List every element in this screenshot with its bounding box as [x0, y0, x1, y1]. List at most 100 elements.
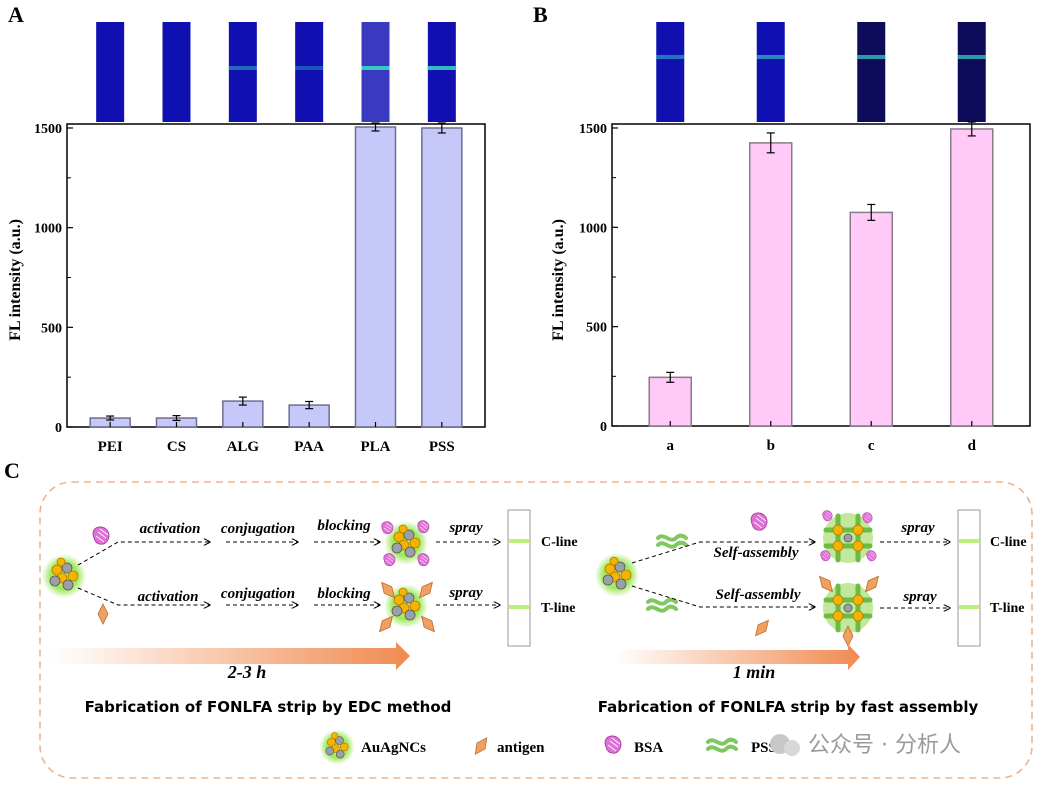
panel-label-a: A: [8, 2, 24, 27]
pss-icon-right-top: [656, 533, 688, 549]
nc-antigen-conjugate: [375, 578, 439, 636]
arrow-right-top-1: [631, 542, 815, 564]
arrow-top-1: [77, 542, 210, 566]
strip-image-pla: [361, 22, 390, 122]
x-tick-label-d: d: [968, 438, 977, 454]
spray-label-right-bottom: spray: [902, 589, 937, 605]
step-bottom-blocking: blocking: [317, 586, 371, 602]
arrow-right-bottom-1: [631, 585, 815, 607]
strip-image-paa: [295, 22, 324, 122]
bars-a: [89, 122, 463, 428]
strip-band: [427, 66, 456, 70]
panel-label-c: C: [4, 458, 20, 483]
caption-left: Fabrication of FONLFA strip by EDC metho…: [85, 698, 452, 716]
y-tick-label: 0: [600, 420, 607, 435]
t-line-mark-right: [959, 605, 979, 609]
strip-band: [957, 55, 986, 59]
x-axis-a: PEI CS ALG PAA PLA PSS: [98, 422, 455, 455]
y-tick-label: 500: [586, 321, 607, 336]
watermark-text: 公众号 · 分析人: [808, 733, 961, 758]
c-line-mark-left: [509, 539, 529, 543]
antigen-icon-right: [751, 616, 773, 640]
bars-b: [648, 121, 994, 427]
x-tick-label-b: b: [767, 438, 775, 454]
strip-image-cs: [162, 22, 191, 122]
strip-band: [361, 66, 390, 70]
t-line-label-left: T-line: [541, 601, 576, 616]
c-line-label-right: C-line: [990, 535, 1027, 550]
step-top-activation: activation: [140, 521, 201, 537]
time-arrow-left: [52, 642, 410, 670]
pss-bsa-assembly: [820, 510, 877, 563]
t-line-mark-left: [509, 605, 529, 609]
step-bottom-spray: spray: [448, 585, 483, 601]
bsa-icon-right: [750, 512, 768, 531]
schematic: activation conjugation blocking spray ac…: [39, 481, 1033, 779]
strip-images-b: [656, 22, 986, 122]
step-bottom-conjugation: conjugation: [221, 586, 295, 602]
legend-antigen-icon: [470, 734, 492, 758]
legend-nc-icon: [319, 729, 355, 765]
strip-image-pss: [427, 22, 456, 122]
c-line-label-left: C-line: [541, 535, 578, 550]
bar-c: [849, 211, 893, 427]
x-axis-b: a b c d: [667, 421, 977, 454]
pss-antigen-assembly: [815, 572, 883, 647]
bar-a: [648, 376, 692, 427]
x-tick-label-alg: ALG: [227, 439, 260, 455]
legend-pss-icon: [706, 737, 738, 753]
bar-pss: [421, 127, 463, 428]
test-strip-left: [507, 509, 531, 647]
legend-antigen-label: antigen: [497, 740, 545, 756]
legend-bsa-label: BSA: [634, 740, 663, 756]
bar-b: [749, 142, 793, 427]
x-tick-label-pss: PSS: [429, 439, 455, 455]
legend: AuAgNCs antigen BSA PSS: [319, 729, 777, 765]
strip-band: [656, 55, 685, 59]
nc-start-right: [594, 552, 640, 598]
step-top-conjugation: conjugation: [221, 521, 295, 537]
pss-icon-right-bottom: [646, 597, 678, 613]
step-top-spray: spray: [448, 520, 483, 536]
strip-images-a: [96, 22, 456, 122]
edc-method: activation conjugation blocking spray ac…: [41, 509, 578, 716]
strip-image-d: [957, 22, 986, 122]
y-tick-label: 500: [41, 321, 62, 336]
step-top-blocking: blocking: [317, 518, 371, 534]
strip-band: [857, 55, 886, 59]
bar-d: [950, 128, 994, 427]
plot-frame-a: [66, 123, 486, 428]
caption-right: Fabrication of FONLFA strip by fast asse…: [598, 698, 979, 716]
test-strip-right: [957, 509, 981, 647]
strip-image-c: [857, 22, 886, 122]
x-tick-label-pla: PLA: [361, 439, 391, 455]
antigen-icon-left: [97, 603, 109, 625]
strip-band: [756, 55, 785, 59]
chart-b: 0 500 1000 1500 a b c d FL intensity (a.u.): [550, 22, 1031, 454]
fast-assembly: Self-assembly Self-assembly spray spray …: [594, 509, 1027, 716]
bar-pla: [354, 126, 397, 428]
y-tick-label: 1500: [579, 122, 607, 137]
nc-bsa-conjugate: [381, 520, 430, 567]
y-axis-title-a: FL intensity (a.u.): [7, 219, 24, 341]
strip-band: [295, 66, 324, 70]
plot-frame-b: [611, 123, 1031, 427]
y-axis-title-b: FL intensity (a.u.): [550, 219, 567, 341]
y-tick-label: 0: [55, 421, 62, 436]
c-line-mark-right: [959, 539, 979, 543]
legend-bsa-icon: [604, 735, 622, 754]
x-tick-label-cs: CS: [167, 439, 186, 455]
chart-a: 0 500 1000 1500 PEI CS ALG PAA PLA PSS FL intens…: [7, 22, 486, 455]
y-axis-b: 0 500 1000 1500: [579, 122, 618, 435]
x-tick-label-paa: PAA: [294, 439, 324, 455]
strip-image-pei: [96, 22, 125, 122]
time-label-left: 2-3 h: [227, 662, 267, 682]
strip-band: [228, 66, 257, 70]
y-tick-label: 1000: [579, 221, 607, 236]
y-tick-label: 1500: [34, 122, 62, 137]
x-tick-label-a: a: [667, 438, 675, 454]
bsa-icon-left: [92, 526, 110, 545]
x-tick-label-pei: PEI: [98, 439, 123, 455]
spray-label-right-top: spray: [900, 520, 935, 536]
